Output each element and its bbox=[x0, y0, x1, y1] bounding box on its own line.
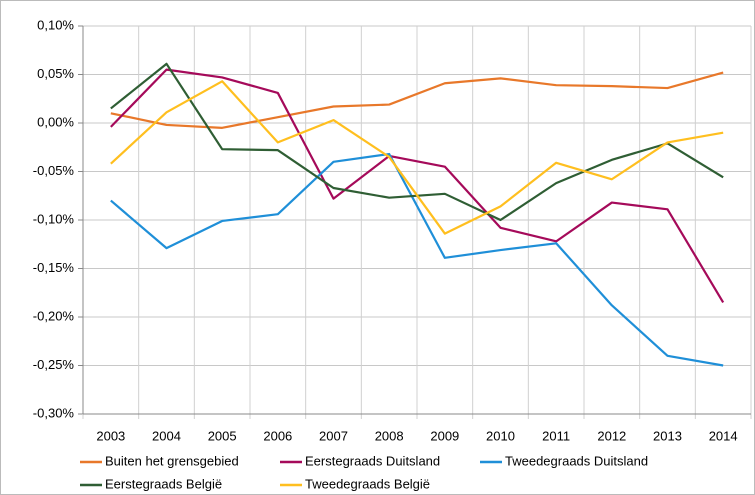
series-line bbox=[110, 68, 725, 304]
x-tick-label: 2010 bbox=[486, 428, 515, 443]
y-tick-label: -0,30% bbox=[33, 405, 75, 420]
x-tick-label: 2012 bbox=[597, 428, 626, 443]
x-tick-label: 2003 bbox=[96, 428, 125, 443]
y-tick-label: 0,10% bbox=[37, 17, 74, 32]
legend-label: Buiten het grensgebied bbox=[105, 453, 239, 468]
x-tick-label: 2011 bbox=[542, 428, 570, 443]
series-line bbox=[110, 71, 724, 129]
y-tick-label: -0,10% bbox=[33, 211, 75, 226]
x-tick-label: 2009 bbox=[430, 428, 459, 443]
series-line bbox=[110, 152, 724, 367]
x-tick-label: 2014 bbox=[709, 428, 738, 443]
y-tick-label: -0,15% bbox=[33, 260, 75, 275]
x-tick-label: 2005 bbox=[208, 428, 237, 443]
y-tick-label: 0,00% bbox=[37, 114, 74, 129]
x-tick-label: 2006 bbox=[263, 428, 292, 443]
series-line bbox=[110, 80, 724, 235]
legend-label: Tweedegraads België bbox=[305, 476, 430, 491]
y-tick-label: -0,25% bbox=[33, 357, 75, 372]
y-tick-label: 0,05% bbox=[37, 66, 74, 81]
x-tick-label: 2013 bbox=[653, 428, 682, 443]
legend-label: Eerstegraads Duitsland bbox=[305, 453, 440, 468]
legend-label: Tweedegraads Duitsland bbox=[505, 453, 648, 468]
x-tick-label: 2008 bbox=[375, 428, 404, 443]
legend-label: Eerstegraads België bbox=[105, 476, 222, 491]
x-tick-label: 2004 bbox=[152, 428, 181, 443]
y-tick-label: -0,05% bbox=[33, 163, 75, 178]
y-tick-label: -0,20% bbox=[33, 308, 75, 323]
x-tick-label: 2007 bbox=[319, 428, 348, 443]
